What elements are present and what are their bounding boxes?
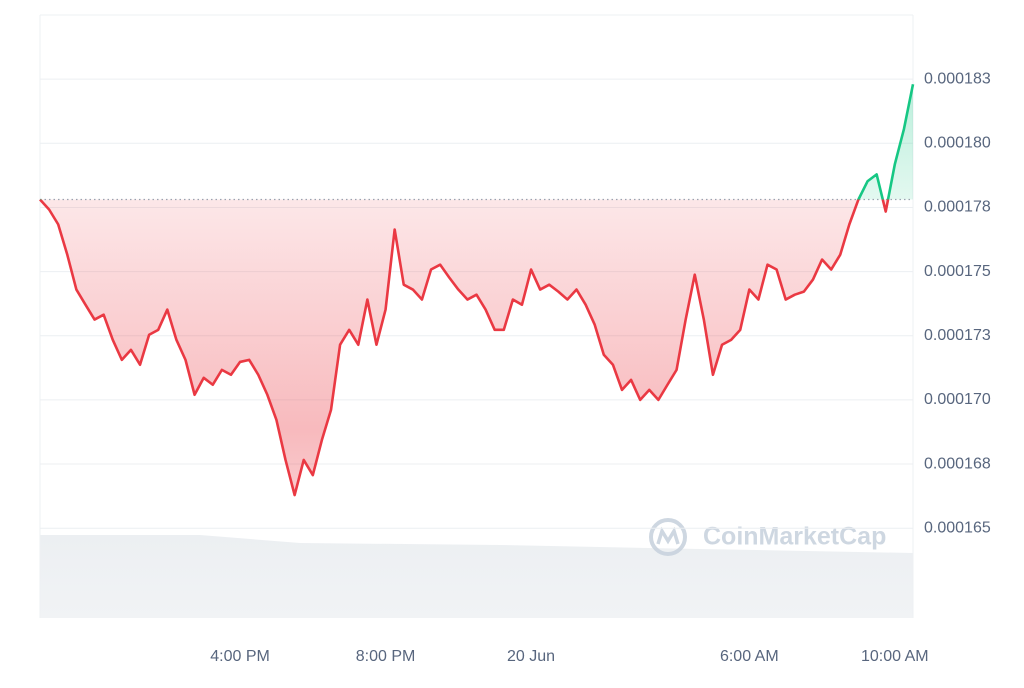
y-tick-label: 0.000168 [924,455,991,472]
x-tick-label: 6:00 AM [720,648,779,665]
y-tick-label: 0.000175 [924,263,991,280]
y-tick-label: 0.000183 [924,70,991,87]
watermark: CoinMarketCap [649,518,886,556]
y-tick-label: 0.000180 [924,135,991,152]
watermark-text: CoinMarketCap [703,523,886,551]
volume-area [40,535,913,618]
y-tick-label: 0.000165 [924,519,991,536]
x-tick-label: 4:00 PM [210,648,270,665]
x-tick-label: 8:00 PM [356,648,416,665]
area [40,84,913,496]
x-tick-label: 10:00 AM [861,648,929,665]
y-tick-label: 0.000170 [924,391,991,408]
watermark-logo [649,518,687,556]
y-tick-label: 0.000173 [924,327,991,344]
x-tick-label: 20 Jun [507,648,555,665]
y-tick-label: 0.000178 [924,199,991,216]
watermark-logo-mark [656,526,680,545]
price-line [39,84,915,497]
